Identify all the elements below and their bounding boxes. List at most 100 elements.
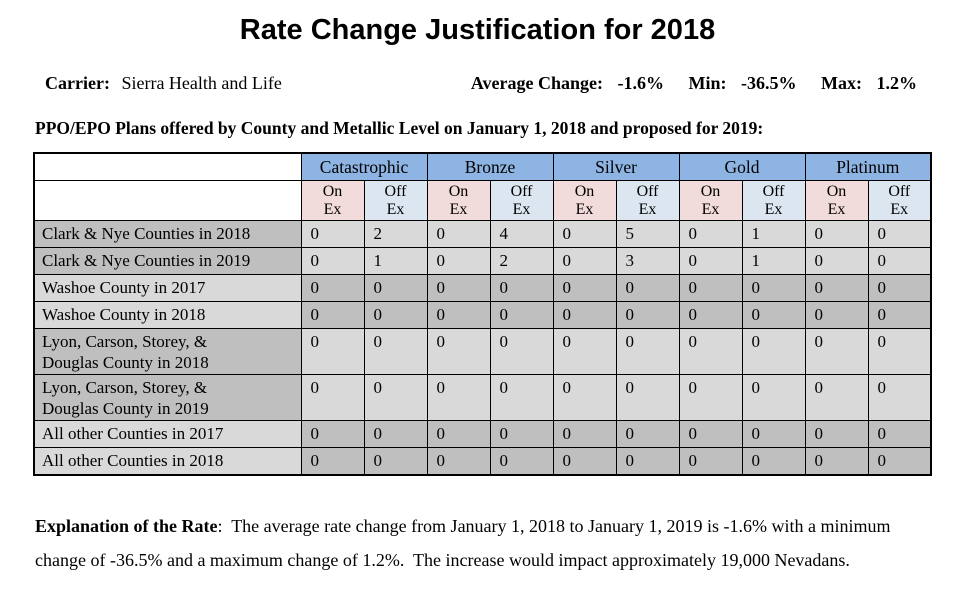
table-caption: PPO/EPO Plans offered by County and Meta… bbox=[35, 118, 764, 138]
plan-count-cell: 0 bbox=[678, 374, 743, 421]
plan-count-cell: 0 bbox=[426, 274, 491, 302]
plan-count-cell: 0 bbox=[678, 274, 743, 302]
plan-count-cell: 0 bbox=[678, 328, 743, 375]
table-row: Clark & Nye Counties in 2018 0 2 0 4 0 5 0 1 0 0 bbox=[33, 220, 932, 248]
corner-cell-bottom bbox=[33, 180, 302, 221]
average-change-label: Average Change: bbox=[470, 73, 604, 93]
table-row: Clark & Nye Counties in 2019 0 1 0 2 0 3 0 1 0 0 bbox=[33, 247, 932, 275]
plan-count-cell: 0 bbox=[615, 328, 680, 375]
plan-count-cell: 0 bbox=[867, 301, 932, 329]
plan-count-cell: 0 bbox=[615, 374, 680, 421]
county-row-label: Lyon, Carson, Storey, & Douglas County i… bbox=[33, 328, 302, 375]
plan-count-cell: 0 bbox=[741, 374, 806, 421]
plan-count-cell: 2 bbox=[363, 220, 428, 248]
county-row-label: Washoe County in 2017 bbox=[33, 274, 302, 302]
on-exchange-header: On Ex bbox=[678, 180, 743, 221]
plan-count-cell: 0 bbox=[552, 301, 617, 329]
plan-count-cell: 0 bbox=[867, 374, 932, 421]
plan-count-cell: 0 bbox=[300, 274, 365, 302]
table-row: All other Counties in 2018 0 0 0 0 0 0 0 0 0 0 bbox=[33, 447, 932, 476]
county-row-label: Lyon, Carson, Storey, & Douglas County i… bbox=[33, 374, 302, 421]
plan-count-cell: 0 bbox=[489, 420, 554, 448]
plan-count-cell: 0 bbox=[804, 274, 869, 302]
carrier-stats-line: Carrier: Sierra Health and Life Average … bbox=[45, 73, 917, 94]
plan-count-cell: 0 bbox=[804, 247, 869, 275]
metal-level-header: Gold bbox=[678, 152, 806, 181]
plan-count-cell: 0 bbox=[363, 328, 428, 375]
plan-count-cell: 0 bbox=[300, 301, 365, 329]
plan-count-cell: 0 bbox=[426, 301, 491, 329]
plan-count-cell: 0 bbox=[678, 301, 743, 329]
plan-count-cell: 0 bbox=[552, 447, 617, 476]
plan-count-cell: 0 bbox=[867, 247, 932, 275]
metal-level-header: Bronze bbox=[426, 152, 554, 181]
exchange-header-row: On Ex Off Ex On Ex Off Ex On Ex Off Ex On Ex Of… bbox=[33, 180, 932, 221]
plan-count-cell: 0 bbox=[678, 420, 743, 448]
plan-count-cell: 0 bbox=[300, 447, 365, 476]
plan-count-cell: 2 bbox=[489, 247, 554, 275]
carrier-value: Sierra Health and Life bbox=[121, 73, 282, 93]
plan-count-cell: 0 bbox=[804, 420, 869, 448]
min-change-value: -36.5% bbox=[741, 73, 797, 93]
plan-count-cell: 0 bbox=[426, 247, 491, 275]
plan-count-cell: 3 bbox=[615, 247, 680, 275]
plan-count-cell: 0 bbox=[300, 328, 365, 375]
plan-count-cell: 0 bbox=[552, 220, 617, 248]
explanation-label: Explanation of the Rate bbox=[35, 516, 218, 536]
plan-count-cell: 0 bbox=[678, 220, 743, 248]
plan-count-cell: 0 bbox=[678, 247, 743, 275]
plan-count-cell: 0 bbox=[552, 374, 617, 421]
plan-count-cell: 0 bbox=[615, 301, 680, 329]
plan-count-cell: 0 bbox=[489, 374, 554, 421]
county-row-label: All other Counties in 2017 bbox=[33, 420, 302, 448]
rate-explanation: Explanation of the Rate: The average rat… bbox=[35, 509, 940, 577]
off-exchange-header: Off Ex bbox=[741, 180, 806, 221]
on-exchange-header: On Ex bbox=[426, 180, 491, 221]
plan-count-cell: 0 bbox=[363, 374, 428, 421]
plan-count-cell: 0 bbox=[363, 447, 428, 476]
on-exchange-header: On Ex bbox=[552, 180, 617, 221]
metal-header-row: Catastrophic Bronze Silver Gold Platinum bbox=[33, 152, 932, 181]
on-exchange-header: On Ex bbox=[300, 180, 365, 221]
off-exchange-header: Off Ex bbox=[363, 180, 428, 221]
plan-count-cell: 4 bbox=[489, 220, 554, 248]
plan-count-cell: 1 bbox=[741, 220, 806, 248]
county-row-label: Washoe County in 2018 bbox=[33, 301, 302, 329]
county-row-label: All other Counties in 2018 bbox=[33, 447, 302, 476]
plan-count-cell: 0 bbox=[300, 420, 365, 448]
table-row: All other Counties in 2017 0 0 0 0 0 0 0 0 0 0 bbox=[33, 420, 932, 448]
plan-count-cell: 0 bbox=[489, 274, 554, 302]
plan-count-cell: 0 bbox=[867, 420, 932, 448]
plan-count-cell: 0 bbox=[741, 274, 806, 302]
table-row: Washoe County in 2017 0 0 0 0 0 0 0 0 0 0 bbox=[33, 274, 932, 302]
plan-count-cell: 0 bbox=[552, 247, 617, 275]
plan-count-cell: 0 bbox=[804, 328, 869, 375]
plan-count-cell: 0 bbox=[363, 274, 428, 302]
plan-count-cell: 0 bbox=[426, 447, 491, 476]
plan-count-cell: 0 bbox=[741, 447, 806, 476]
plan-count-cell: 0 bbox=[552, 420, 617, 448]
carrier-label: Carrier: bbox=[45, 73, 110, 93]
plan-count-cell: 0 bbox=[426, 220, 491, 248]
metal-level-header: Catastrophic bbox=[300, 152, 428, 181]
plan-count-cell: 0 bbox=[615, 447, 680, 476]
corner-cell-top bbox=[33, 152, 302, 181]
explanation-text: : The average rate change from January 1… bbox=[35, 516, 896, 570]
plan-count-cell: 0 bbox=[489, 447, 554, 476]
plan-count-cell: 0 bbox=[363, 420, 428, 448]
metal-level-header: Silver bbox=[552, 152, 680, 181]
plan-count-cell: 0 bbox=[741, 301, 806, 329]
page-title: Rate Change Justification for 2018 bbox=[239, 14, 716, 46]
plan-count-cell: 0 bbox=[867, 274, 932, 302]
plan-count-cell: 0 bbox=[804, 374, 869, 421]
plan-count-cell: 0 bbox=[804, 301, 869, 329]
plan-count-cell: 0 bbox=[804, 220, 869, 248]
plan-count-cell: 0 bbox=[615, 274, 680, 302]
plan-count-cell: 0 bbox=[300, 220, 365, 248]
plan-count-cell: 0 bbox=[300, 247, 365, 275]
on-exchange-header: On Ex bbox=[804, 180, 869, 221]
table-row: Lyon, Carson, Storey, & Douglas County i… bbox=[33, 374, 932, 421]
max-change-value: 1.2% bbox=[876, 73, 918, 93]
off-exchange-header: Off Ex bbox=[489, 180, 554, 221]
